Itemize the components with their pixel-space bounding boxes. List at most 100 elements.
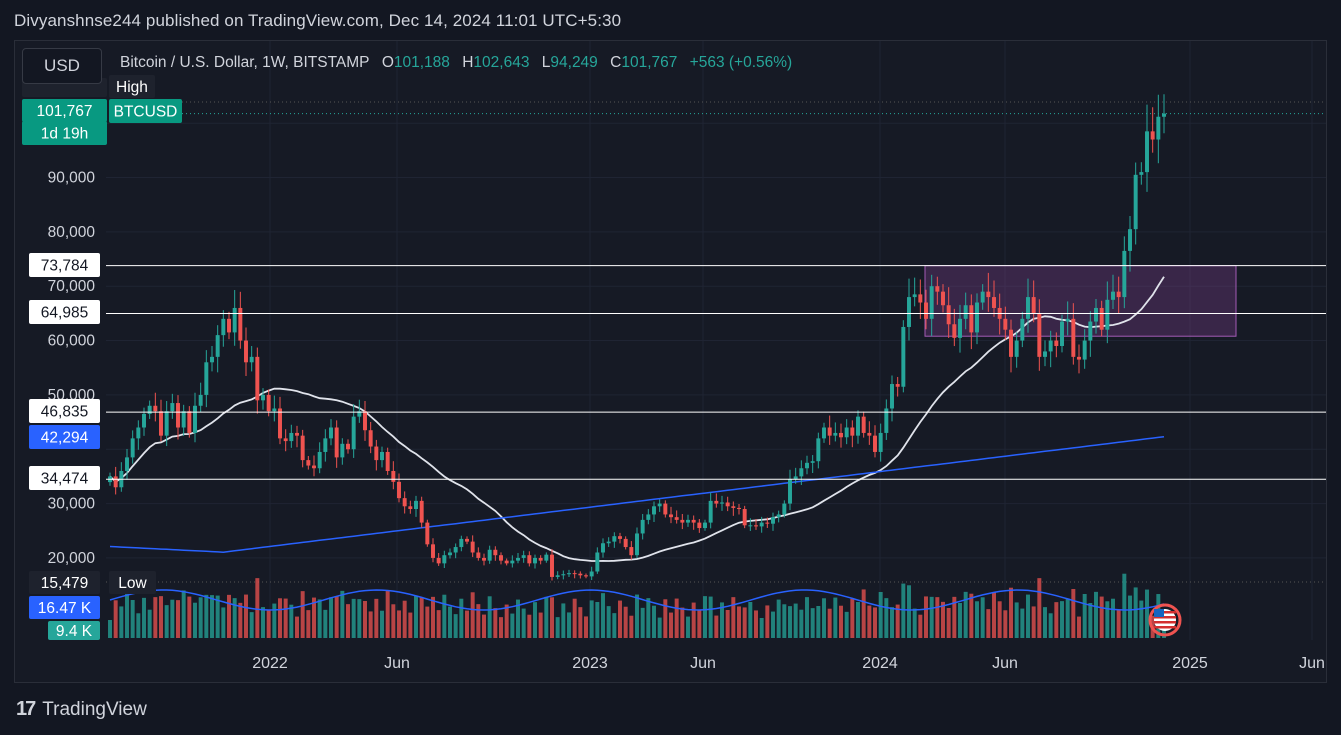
candle-body — [1043, 351, 1047, 357]
volume-bar — [1071, 589, 1076, 638]
candle-body — [737, 507, 741, 510]
candle-body — [357, 411, 362, 417]
candle-body — [374, 446, 379, 461]
candle-body — [1139, 172, 1144, 175]
volume-bar — [572, 598, 577, 638]
chart-frame[interactable] — [14, 40, 1327, 683]
candle-body — [657, 503, 662, 507]
horizontal-levels — [106, 265, 1326, 480]
candle-body — [1105, 299, 1110, 330]
volume-bar — [482, 614, 486, 638]
low-price-badge: 15,479 — [41, 575, 88, 592]
candle-body — [901, 326, 906, 387]
candle-body — [385, 451, 390, 471]
candle-body — [1082, 340, 1087, 360]
volume-bar — [674, 598, 679, 638]
candle-body — [912, 294, 917, 298]
volume-bar — [850, 598, 855, 638]
candle-body — [742, 509, 747, 526]
candle-body — [771, 517, 775, 524]
volume-bar — [397, 610, 401, 638]
volume-bar — [663, 599, 668, 638]
volume-bar — [108, 620, 112, 638]
volume-bar — [810, 608, 815, 638]
volume-bar — [907, 585, 911, 638]
volume-bar — [465, 610, 469, 638]
candle-body — [839, 432, 843, 438]
candle-body — [969, 305, 974, 333]
candle-body — [227, 318, 231, 333]
candle-body — [538, 557, 543, 561]
candle-body — [555, 575, 560, 577]
candle-body — [697, 522, 702, 529]
open-label: O — [381, 54, 394, 71]
candle-body — [414, 500, 418, 510]
footer-brand[interactable]: 17 TradingView — [16, 698, 147, 721]
volume-bar — [1020, 608, 1025, 638]
volume-bar — [249, 612, 254, 638]
candle-body — [289, 432, 294, 442]
volume-bar — [119, 606, 124, 638]
open-value: 101,188 — [393, 54, 450, 71]
candle-body — [963, 305, 968, 319]
currency-button[interactable]: USD — [22, 48, 102, 84]
candle-body — [181, 411, 186, 428]
low-price-badge-bg — [29, 571, 100, 594]
volume-bar — [708, 596, 713, 638]
grid-lines — [106, 41, 1326, 640]
published-by-line: Divyanshnse244 published on TradingView.… — [14, 11, 622, 30]
volume-bar — [363, 601, 367, 638]
volume-bar — [357, 599, 362, 638]
volume-bar — [561, 603, 566, 638]
volume-bar — [1111, 598, 1115, 638]
volume-bar — [946, 608, 951, 638]
volume-bar — [459, 598, 464, 638]
volume-bar — [368, 611, 373, 638]
candle-body — [878, 432, 883, 452]
candle-body — [210, 356, 214, 363]
level-4-badge-bg — [29, 466, 100, 490]
candle-body — [136, 427, 141, 439]
volume-bar — [164, 605, 169, 638]
candle-body — [380, 451, 384, 461]
candle-body — [113, 476, 118, 488]
volume-bar — [289, 604, 294, 638]
volume-bar — [691, 602, 696, 638]
price-tick: 70,000 — [48, 278, 96, 295]
volume-bar — [221, 607, 226, 638]
volume-bar — [1082, 594, 1087, 638]
candle-body — [703, 522, 707, 529]
volume-ma-badge-bg — [29, 596, 100, 619]
volume-bar — [527, 614, 532, 638]
volume-bar — [499, 617, 503, 638]
volume-bar — [1105, 601, 1110, 638]
volume-bar — [431, 596, 435, 638]
candle-body — [1031, 297, 1036, 314]
time-tick: 2024 — [862, 655, 898, 672]
candle-body — [890, 384, 894, 409]
volume-bar — [227, 594, 231, 638]
price-scale: 90,00080,00070,00060,00050,00030,00020,0… — [48, 170, 96, 567]
candle-body — [663, 503, 668, 515]
candle-body — [221, 318, 226, 336]
candle-body — [561, 574, 566, 576]
candle-body — [1094, 307, 1098, 322]
candle-body — [397, 481, 401, 499]
volume-bar — [595, 602, 600, 638]
volume-bar — [210, 595, 214, 638]
volume-ma-badge: 16.47 K — [38, 600, 92, 617]
candle-body — [249, 356, 254, 363]
volume-bar — [867, 605, 872, 638]
time-axis: 2022 Jun 2023 Jun 2024 Jun 2025 Jun — [252, 655, 1325, 672]
price-badges: High 101,767 BTCUSD 1d 19h 73,784 64,985 46,83… — [22, 75, 182, 640]
time-tick: Jun — [992, 655, 1018, 672]
candle-body — [193, 405, 197, 433]
volume-bar — [890, 607, 894, 638]
level-3-badge-bg — [29, 399, 100, 423]
candle-body — [929, 286, 934, 319]
volume-bar — [504, 604, 509, 638]
candle-body — [907, 297, 911, 327]
volume-bar — [578, 607, 583, 638]
candle-body — [431, 544, 435, 558]
